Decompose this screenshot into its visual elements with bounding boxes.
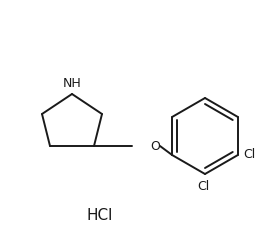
Text: Cl: Cl [243, 149, 255, 162]
Text: NH: NH [63, 77, 81, 90]
Text: HCl: HCl [87, 209, 113, 224]
Text: O: O [150, 139, 160, 153]
Text: Cl: Cl [197, 180, 209, 193]
